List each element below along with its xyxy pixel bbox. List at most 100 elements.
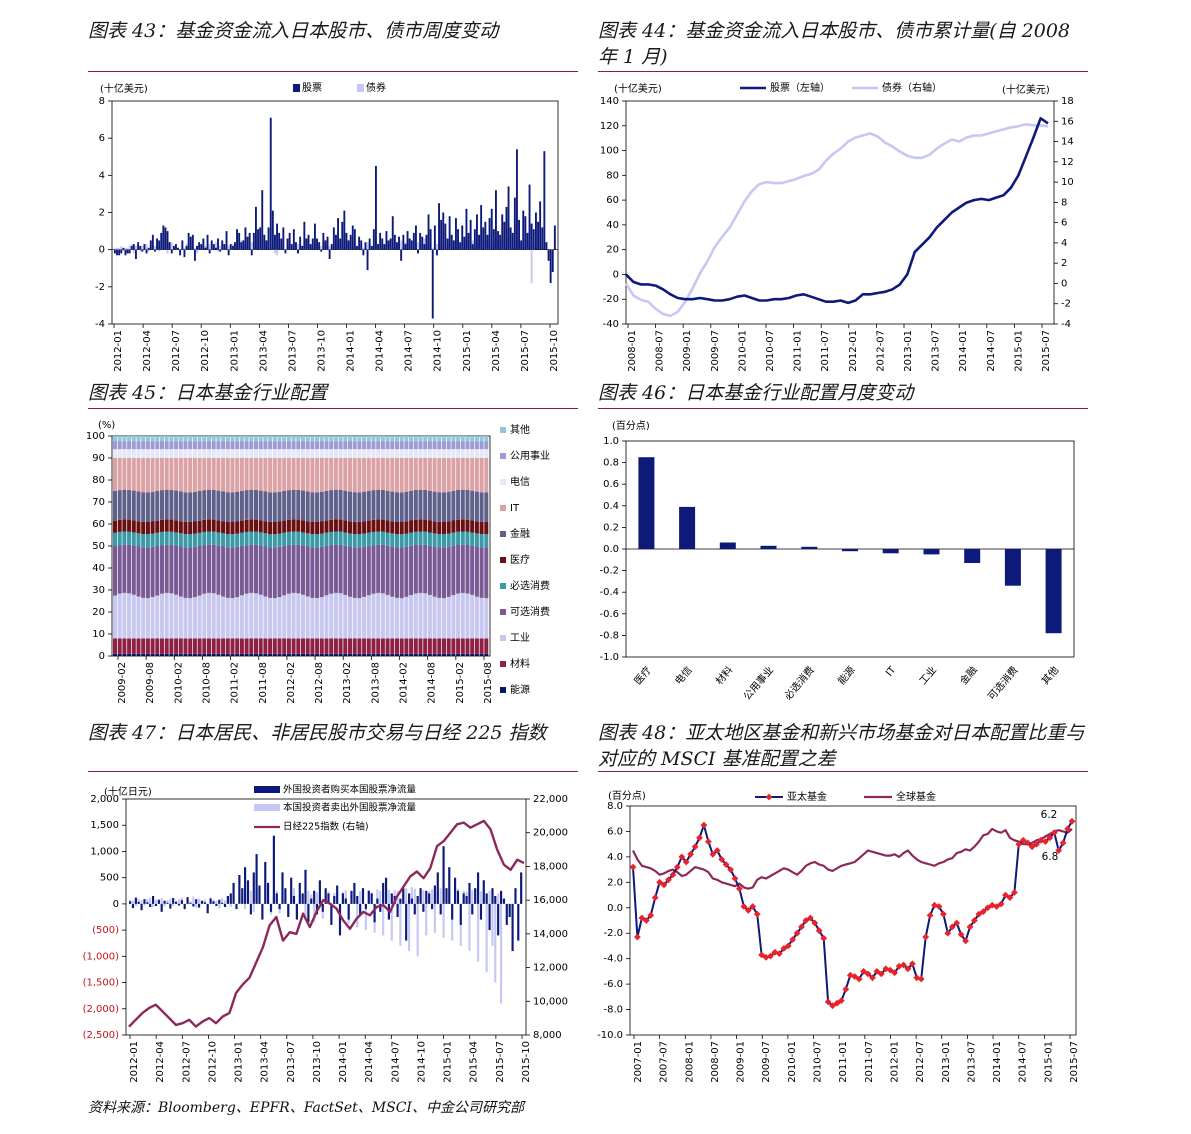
chart43-x-axis-tick-label: 2014-07 bbox=[404, 330, 415, 372]
chart45-bar-segment-工业 bbox=[409, 595, 414, 639]
chart45-bar-segment-能源 bbox=[291, 653, 296, 656]
chart47-bar-外国投资者购买本国股票净流量 bbox=[146, 902, 149, 904]
chart45-bar-segment-IT bbox=[291, 458, 296, 490]
chart45-bar-segment-材料 bbox=[390, 638, 395, 654]
chart45-bar-segment-公用事业 bbox=[357, 441, 362, 450]
chart45-bar-segment-可选消费 bbox=[254, 544, 258, 594]
chart47-bar-外国投资者购买本国股票净流量 bbox=[261, 903, 264, 920]
chart45-bar-segment-医疗 bbox=[465, 519, 470, 532]
chart43-bar-债券 bbox=[116, 247, 118, 250]
chart47-bar-外国投资者购买本国股票净流量 bbox=[172, 898, 175, 904]
chart45-bar-segment-可选消费 bbox=[225, 547, 230, 598]
chart45-title: 图表 45：日本基金行业配置 bbox=[88, 382, 328, 404]
chart47-bar-外国投资者购买本国股票净流量 bbox=[376, 898, 379, 904]
chart45-y-axis-tick-label: 0 bbox=[99, 651, 105, 662]
chart43-bar-股票 bbox=[328, 249, 331, 259]
chart43-bar-股票 bbox=[189, 236, 192, 250]
chart47-bar-外国投资者购买本国股票净流量 bbox=[402, 888, 405, 904]
chart47-bar-本国投资者卖出外国股票净流量 bbox=[471, 890, 474, 904]
chart47-bar-外国投资者购买本国股票净流量 bbox=[180, 900, 183, 904]
chart45-bar-segment-医疗 bbox=[235, 521, 240, 534]
chart43-bar-股票 bbox=[206, 234, 209, 250]
chart45-bar-segment-医疗 bbox=[404, 521, 409, 534]
chart45-bar-segment-材料 bbox=[380, 638, 385, 654]
chart47-bar-外国投资者购买本国股票净流量 bbox=[347, 903, 350, 920]
chart45-bar-segment-必选消费 bbox=[286, 531, 291, 546]
chart45-bar-segment-可选消费 bbox=[188, 547, 193, 599]
chart43-bar-股票 bbox=[320, 249, 323, 252]
chart45-bar-segment-材料 bbox=[122, 638, 127, 654]
chart47-x-axis-tick-label: 2013-10 bbox=[312, 1041, 323, 1083]
chart45-bar-segment-可选消费 bbox=[343, 545, 348, 595]
chart46-y-axis-tick-label: 1.0 bbox=[603, 436, 619, 447]
chart47-y-axis-right-tick-label: 22,000 bbox=[533, 794, 568, 805]
chart47-bar-外国投资者购买本国股票净流量 bbox=[313, 890, 316, 904]
chart43-bar-股票 bbox=[198, 242, 201, 250]
chart43-bar-股票 bbox=[194, 249, 196, 261]
chart47-bar-外国投资者购买本国股票净流量 bbox=[330, 903, 333, 925]
chart45-bar-segment-医疗 bbox=[239, 520, 244, 533]
chart45-bar-segment-电信 bbox=[160, 449, 164, 458]
chart47-bar-本国投资者卖出外国股票净流量 bbox=[359, 891, 362, 904]
chart47-bar-外国投资者购买本国股票净流量 bbox=[200, 900, 204, 904]
chart45-bar-segment-必选消费 bbox=[395, 534, 399, 548]
chart47-bar-外国投资者购买本国股票净流量 bbox=[129, 901, 132, 904]
chart43-bar-股票 bbox=[358, 236, 361, 250]
chart45-bar-segment-IT bbox=[338, 458, 343, 490]
chart45-bar-segment-可选消费 bbox=[465, 545, 470, 594]
chart47-bar-外国投资者购买本国股票净流量 bbox=[370, 893, 373, 904]
chart47-bar-本国投资者卖出外国股票净流量 bbox=[177, 899, 181, 904]
chart47-bar-本国投资者卖出外国股票净流量 bbox=[497, 893, 500, 904]
chart45-bar-segment-公用事业 bbox=[174, 441, 179, 450]
chart45-bar-segment-公用事业 bbox=[301, 441, 305, 450]
chart45-bar-segment-材料 bbox=[277, 638, 282, 654]
chart45-bar-segment-可选消费 bbox=[305, 546, 310, 597]
chart45-bar-segment-可选消费 bbox=[366, 545, 371, 596]
chart45-bar-segment-电信 bbox=[230, 449, 235, 458]
chart45-bar-segment-能源 bbox=[202, 653, 207, 656]
chart45-bar-segment-工业 bbox=[474, 596, 479, 639]
chart47-bar-外国投资者购买本国股票净流量 bbox=[514, 888, 517, 904]
chart45-bar-segment-工业 bbox=[155, 595, 160, 639]
chart45-bar-segment-金融 bbox=[310, 492, 315, 522]
chart44-x-axis-tick-label: 2014-07 bbox=[986, 330, 997, 372]
chart45-bar-segment-工业 bbox=[296, 593, 301, 639]
chart45-bar-segment-其他 bbox=[371, 436, 376, 442]
chart45-bar-segment-电信 bbox=[239, 449, 244, 458]
chart45-bar-segment-金融 bbox=[409, 490, 414, 521]
chart45-legend-label: 材料 bbox=[510, 657, 530, 670]
chart45-bar-segment-其他 bbox=[249, 436, 254, 442]
chart47-bar-外国投资者购买本国股票净流量 bbox=[192, 903, 195, 907]
chart45-bar-segment-材料 bbox=[150, 638, 155, 654]
chart45-bar-segment-必选消费 bbox=[380, 531, 385, 545]
chart43-bar-股票 bbox=[505, 206, 508, 250]
chart45-bar-segment-电信 bbox=[465, 449, 470, 458]
chart48-x-axis-tick-label: 2009-01 bbox=[736, 1041, 747, 1083]
chart43-bar-股票 bbox=[238, 232, 241, 250]
chart47-bar-外国投资者购买本国股票净流量 bbox=[425, 890, 428, 904]
chart43-bar-股票 bbox=[118, 249, 121, 256]
chart45-bar-segment-金融 bbox=[395, 492, 399, 522]
chart45-bar-segment-IT bbox=[390, 458, 395, 492]
chart45-bar-segment-必选消费 bbox=[301, 532, 305, 546]
chart47-bar-外国投资者购买本国股票净流量 bbox=[226, 896, 229, 904]
chart45-y-axis-tick-label: 50 bbox=[92, 541, 105, 552]
chart45-bar-segment-工业 bbox=[192, 597, 197, 639]
chart45-bar-segment-医疗 bbox=[188, 522, 193, 535]
chart45-bar-segment-电信 bbox=[249, 449, 254, 458]
chart45-bar-segment-材料 bbox=[319, 638, 324, 654]
chart45-legend-swatch bbox=[500, 453, 506, 459]
chart45-bar-segment-IT bbox=[277, 458, 282, 492]
chart43-bar-股票 bbox=[396, 242, 398, 250]
chart45-bar-segment-金融 bbox=[282, 490, 287, 521]
chart43-bar-股票 bbox=[537, 221, 539, 250]
chart45-bar-segment-医疗 bbox=[122, 519, 127, 532]
chart45-bar-segment-电信 bbox=[183, 449, 188, 458]
chart45-bar-segment-医疗 bbox=[310, 521, 315, 534]
chart45-legend-swatch bbox=[500, 427, 506, 433]
chart45-bar-segment-电信 bbox=[343, 449, 348, 458]
chart47-bar-外国投资者购买本国股票净流量 bbox=[281, 872, 284, 904]
chart47-y-axis-left-tick-label: 2,000 bbox=[90, 794, 119, 805]
chart45-bar-segment-电信 bbox=[305, 449, 310, 458]
chart43-bar-股票 bbox=[259, 227, 262, 250]
